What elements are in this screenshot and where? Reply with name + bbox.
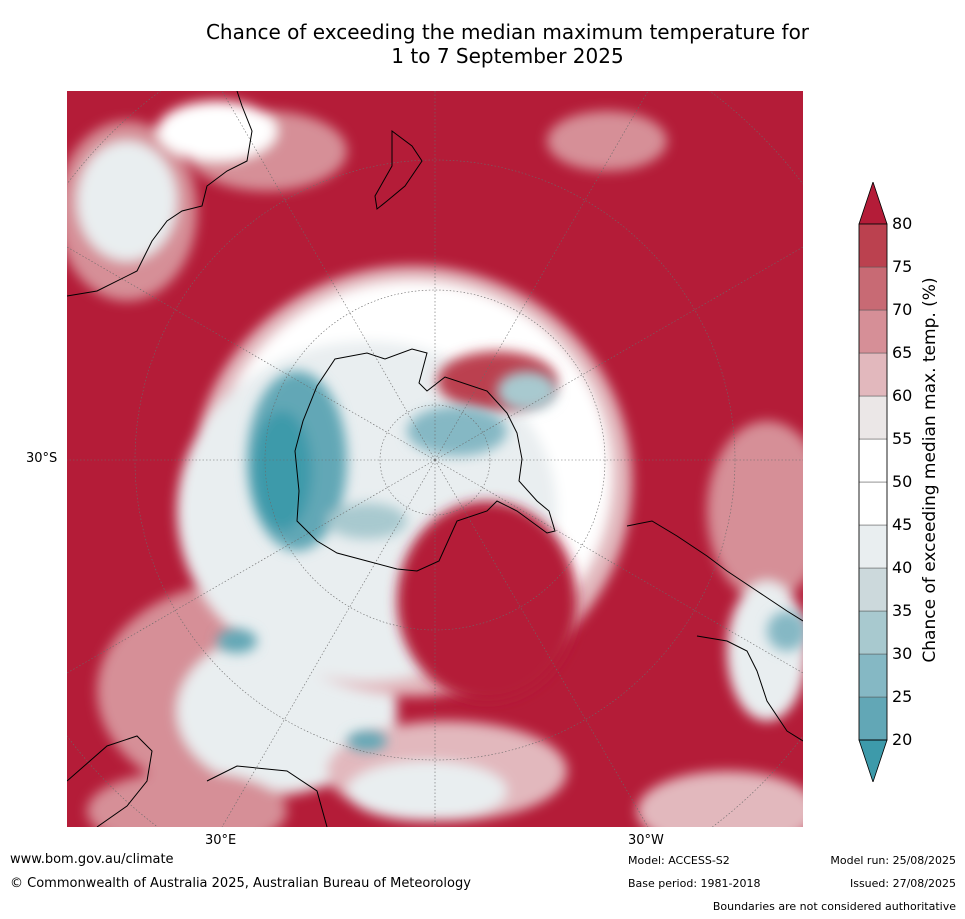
colorbar-segment <box>858 567 888 612</box>
colorbar-tick-label: 80 <box>892 214 913 233</box>
footer-website: www.bom.gov.au/climate <box>10 852 174 867</box>
map-title: Chance of exceeding the median maximum t… <box>60 20 955 68</box>
colorbar-segment <box>858 481 888 526</box>
colorbar-label: Chance of exceeding median max. temp. (%… <box>920 277 940 663</box>
colorbar-tick-label: 50 <box>892 472 913 491</box>
colorbar-tick-label: 35 <box>892 601 913 620</box>
colorbar-extend-low <box>858 739 888 782</box>
footer-issued: Issued: 27/08/2025 <box>849 877 956 890</box>
colorbar-extend-high <box>858 182 888 225</box>
coastlines <box>67 91 803 827</box>
colorbar-outline <box>858 223 888 741</box>
footer-base-period: Base period: 1981-2018 <box>628 877 761 890</box>
colorbar-tick-label: 60 <box>892 386 913 405</box>
colorbar <box>858 182 888 782</box>
latitude-label: 30°S <box>26 451 58 466</box>
footer-copyright: © Commonwealth of Australia 2025, Austra… <box>10 876 471 891</box>
colorbar-segment <box>858 352 888 397</box>
colorbar-segment <box>858 438 888 483</box>
forecast-map <box>67 91 803 827</box>
footer-model: Model: ACCESS-S2 <box>628 854 730 867</box>
colorbar-segment <box>858 696 888 741</box>
longitude-label-east: 30°E <box>205 833 237 848</box>
colorbar-segment <box>858 395 888 440</box>
longitude-label-west: 30°W <box>628 833 664 848</box>
colorbar-segment <box>858 653 888 698</box>
footer-model-run: Model run: 25/08/2025 <box>830 854 956 867</box>
colorbar-segment <box>858 524 888 569</box>
colorbar-tick-label: 45 <box>892 515 913 534</box>
field-cool-anomalies <box>217 371 803 751</box>
colorbar-tick-label: 55 <box>892 429 913 448</box>
map-canvas <box>67 91 803 827</box>
colorbar-tick-label: 30 <box>892 644 913 663</box>
colorbar-segment <box>858 610 888 655</box>
title-line-1: Chance of exceeding the median maximum t… <box>205 20 810 44</box>
title-line-2: 1 to 7 September 2025 <box>391 44 624 68</box>
footer-disclaimer: Boundaries are not considered authoritat… <box>712 900 956 913</box>
colorbar-segment <box>858 223 888 268</box>
graticule <box>67 91 803 827</box>
colorbar-tick-label: 75 <box>892 257 913 276</box>
colorbar-tick-label: 70 <box>892 300 913 319</box>
colorbar-segment <box>858 309 888 354</box>
colorbar-tick-label: 65 <box>892 343 913 362</box>
colorbar-tick-label: 40 <box>892 558 913 577</box>
colorbar-tick-label: 20 <box>892 730 913 749</box>
colorbar-segment <box>858 266 888 311</box>
colorbar-tick-label: 25 <box>892 687 913 706</box>
